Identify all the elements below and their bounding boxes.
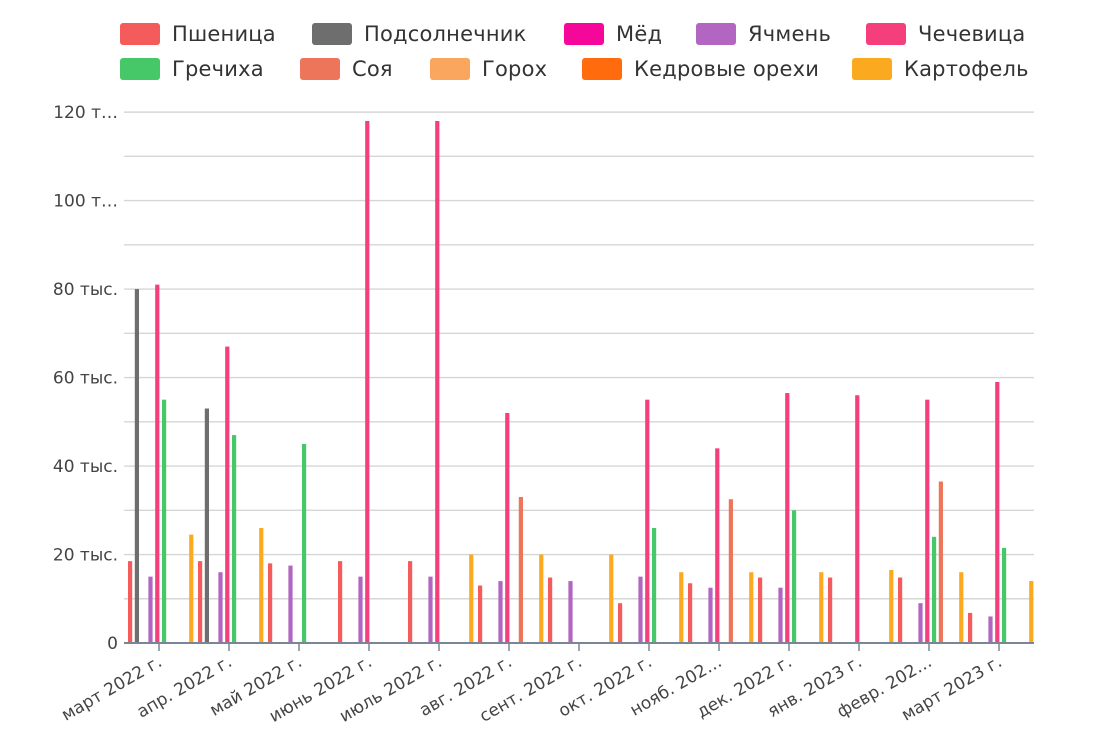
bar [898, 577, 903, 643]
legend-label: Картофель [904, 57, 1029, 81]
bar [198, 561, 203, 643]
legend-label: Ячмень [748, 22, 832, 46]
bar [918, 603, 923, 643]
legend-label: Гречиха [172, 57, 264, 81]
legend-label: Подсолнечник [364, 22, 527, 46]
bar [778, 587, 783, 643]
bar [828, 577, 833, 643]
legend-swatch [430, 58, 470, 80]
bar [288, 565, 293, 643]
bar [931, 536, 937, 643]
bar [988, 616, 993, 643]
legend: Пшеница Подсолнечник Мёд Ячмень Чечевица Греч… [0, 0, 1110, 90]
bar [1029, 581, 1034, 643]
y-tick-label: 20 тыс. [53, 546, 118, 566]
bar [1001, 547, 1007, 643]
legend-item[interactable]: Пшеница [120, 20, 276, 48]
legend-item[interactable]: Мёд [564, 20, 662, 48]
legend-swatch [300, 58, 340, 80]
bar [785, 393, 790, 643]
bar [568, 581, 573, 643]
bar [758, 577, 763, 643]
legend-item[interactable]: Ячмень [696, 20, 831, 48]
legend-swatch [852, 58, 892, 80]
bar [995, 381, 1000, 643]
bar [365, 120, 370, 643]
bar [679, 572, 684, 643]
bar [645, 399, 650, 643]
legend-swatch [564, 23, 604, 45]
bar [651, 527, 657, 643]
bar [855, 395, 860, 643]
legend-swatch [120, 58, 160, 80]
bar [204, 408, 209, 643]
bar [728, 499, 733, 643]
y-tick-label: 80 тыс. [53, 280, 118, 300]
bar [161, 399, 167, 643]
bar [715, 448, 720, 643]
bar [638, 576, 643, 643]
bar [925, 399, 930, 643]
y-tick-label: 120 т… [53, 103, 118, 123]
bar [358, 576, 363, 643]
bar [268, 563, 273, 643]
legend-label: Чечевица [918, 22, 1026, 46]
legend-label: Пшеница [172, 22, 276, 46]
bar [338, 561, 343, 643]
bar [518, 497, 523, 643]
legend-item[interactable]: Чечевица [866, 20, 1025, 48]
bar [259, 527, 264, 643]
bar [134, 289, 139, 643]
legend-item[interactable]: Гречиха [120, 55, 264, 83]
y-tick-label: 0 [107, 634, 118, 654]
legend-swatch [582, 58, 622, 80]
legend-label: Кедровые орехи [634, 57, 820, 81]
bar [301, 443, 307, 643]
bar [609, 554, 614, 643]
bar [189, 534, 194, 643]
bar [708, 587, 713, 643]
bar [435, 120, 440, 643]
bar [618, 603, 623, 643]
bar [498, 581, 503, 643]
legend-swatch [312, 23, 352, 45]
legend-item[interactable]: Кедровые орехи [582, 55, 819, 83]
bar [478, 585, 483, 643]
y-tick-label: 60 тыс. [53, 369, 118, 389]
bar [128, 561, 133, 643]
bar [408, 561, 413, 643]
legend-item[interactable]: Соя [300, 55, 393, 83]
bar [218, 572, 223, 643]
bar [469, 554, 474, 643]
bar [505, 412, 510, 643]
bar [938, 481, 943, 643]
bar [889, 570, 894, 643]
bar [539, 554, 544, 643]
bar [749, 572, 754, 643]
bar [231, 435, 237, 643]
bar [688, 583, 693, 643]
y-tick-label: 100 т… [53, 192, 118, 212]
legend-item[interactable]: Подсолнечник [312, 20, 527, 48]
bar [148, 576, 153, 643]
y-tick-label: 40 тыс. [53, 457, 118, 477]
legend-label: Соя [352, 57, 393, 81]
bar [959, 572, 964, 643]
legend-item[interactable]: Картофель [852, 55, 1029, 83]
legend-label: Мёд [616, 22, 663, 46]
bar [968, 612, 973, 643]
legend-swatch [696, 23, 736, 45]
bar [428, 576, 433, 643]
legend-swatch [866, 23, 906, 45]
bar [791, 510, 797, 643]
legend-swatch [120, 23, 160, 45]
legend-item[interactable]: Горох [430, 55, 547, 83]
bar [225, 346, 230, 643]
legend-label: Горох [482, 57, 548, 81]
bar [819, 572, 824, 643]
bar [155, 284, 160, 643]
bar [548, 577, 553, 643]
